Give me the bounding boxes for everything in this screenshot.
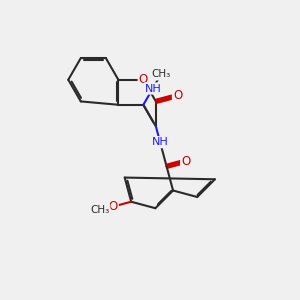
Text: O: O — [181, 155, 190, 168]
Text: O: O — [139, 73, 148, 86]
Text: O: O — [173, 89, 182, 102]
Text: NH: NH — [152, 137, 169, 147]
Text: CH₃: CH₃ — [151, 69, 170, 80]
Text: NH: NH — [144, 83, 161, 94]
Text: O: O — [108, 200, 118, 213]
Text: CH₃: CH₃ — [90, 205, 110, 215]
